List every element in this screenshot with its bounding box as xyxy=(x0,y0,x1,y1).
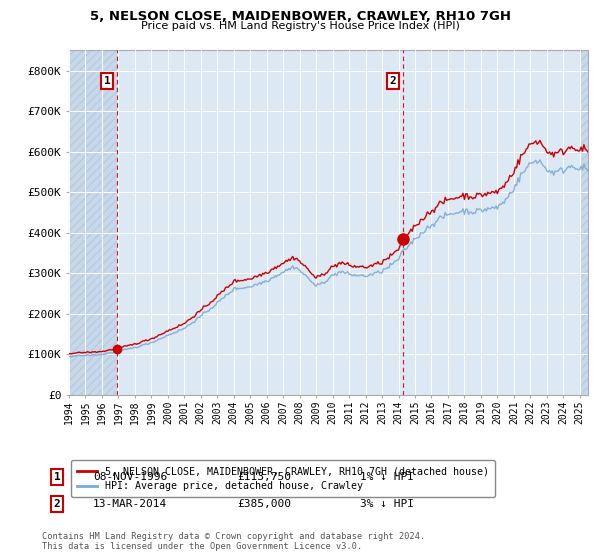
Text: Price paid vs. HM Land Registry's House Price Index (HPI): Price paid vs. HM Land Registry's House … xyxy=(140,21,460,31)
Text: 08-NOV-1996: 08-NOV-1996 xyxy=(93,472,167,482)
Bar xyxy=(580,50,588,395)
Bar xyxy=(69,50,117,395)
Text: 3% ↓ HPI: 3% ↓ HPI xyxy=(360,499,414,509)
Text: Contains HM Land Registry data © Crown copyright and database right 2024.
This d: Contains HM Land Registry data © Crown c… xyxy=(42,532,425,552)
Text: 1% ↓ HPI: 1% ↓ HPI xyxy=(360,472,414,482)
Text: 2: 2 xyxy=(53,499,61,509)
Text: £385,000: £385,000 xyxy=(237,499,291,509)
Text: 1: 1 xyxy=(104,76,110,86)
Text: 5, NELSON CLOSE, MAIDENBOWER, CRAWLEY, RH10 7GH: 5, NELSON CLOSE, MAIDENBOWER, CRAWLEY, R… xyxy=(89,10,511,23)
Text: £113,750: £113,750 xyxy=(237,472,291,482)
Text: 2: 2 xyxy=(389,76,396,86)
Text: 13-MAR-2014: 13-MAR-2014 xyxy=(93,499,167,509)
Legend: 5, NELSON CLOSE, MAIDENBOWER, CRAWLEY, RH10 7GH (detached house), HPI: Average p: 5, NELSON CLOSE, MAIDENBOWER, CRAWLEY, R… xyxy=(71,460,496,497)
Text: 1: 1 xyxy=(53,472,61,482)
